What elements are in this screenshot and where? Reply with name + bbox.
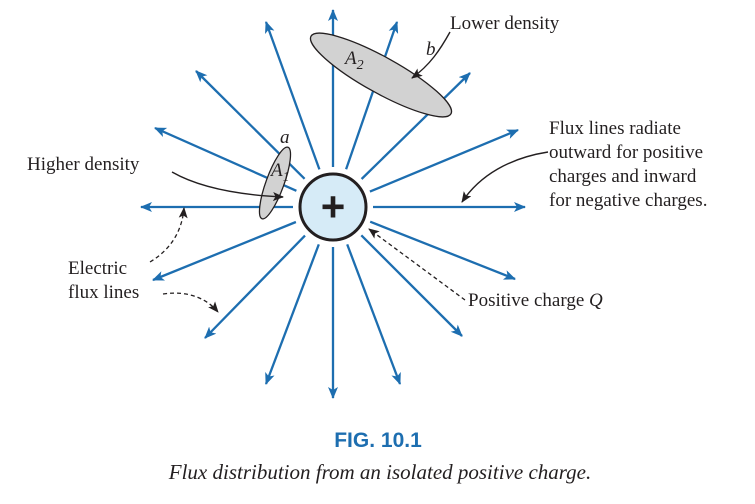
area-a1: A1 a — [258, 127, 292, 220]
higher-density-label: Higher density — [27, 154, 140, 175]
flux-line-15 — [360, 72, 471, 180]
flux-line-14 — [345, 21, 399, 170]
charge-circle — [298, 172, 368, 242]
radiate-note-line-4: for negative charges. — [549, 190, 707, 211]
radiate-note-line-1: Flux lines radiate — [549, 118, 681, 139]
flux-line-8 — [152, 220, 297, 282]
flux-line-16 — [369, 128, 519, 193]
radiate-note-line-3: charges and inward — [549, 166, 697, 187]
radiate-note-leader — [461, 151, 549, 203]
point-a-label: a — [280, 127, 290, 148]
area-a2-ellipse — [309, 32, 453, 118]
electric-label: Electric — [68, 258, 127, 279]
plus-sign: + — [321, 183, 346, 230]
flux-lines-label: flux lines — [68, 282, 139, 303]
electric-flux-lines-leader-lower — [162, 292, 219, 313]
figure-number: FIG. 10.1 — [334, 429, 422, 452]
higher-density-leader — [171, 171, 284, 202]
flux-line-6 — [264, 243, 320, 385]
area-a1-ellipse — [258, 146, 292, 220]
radiate-note-line-2: outward for positive — [549, 142, 703, 163]
flux-line-3 — [360, 234, 463, 337]
area-a1-label: A1 — [269, 160, 290, 185]
electric-flux-lines-leader-upper — [149, 207, 188, 263]
positive-charge: + — [298, 172, 368, 242]
area-a2: A2 b — [309, 32, 453, 118]
radiate-note: Flux lines radiate outward for positive … — [549, 118, 707, 211]
lower-density-leader — [411, 31, 451, 79]
positive-charge-label: Positive charge Q — [468, 290, 603, 311]
flux-line-7 — [204, 234, 306, 339]
flux-line-2 — [369, 220, 516, 281]
figure-caption: Flux distribution from an isolated posit… — [168, 460, 592, 484]
flux-line-12 — [264, 21, 321, 170]
positive-charge-leader — [368, 228, 466, 301]
area-a2-label: A2 — [343, 48, 364, 73]
lower-density-label: Lower density — [450, 13, 560, 34]
flux-line-4 — [346, 243, 402, 385]
point-b-label: b — [426, 39, 436, 60]
